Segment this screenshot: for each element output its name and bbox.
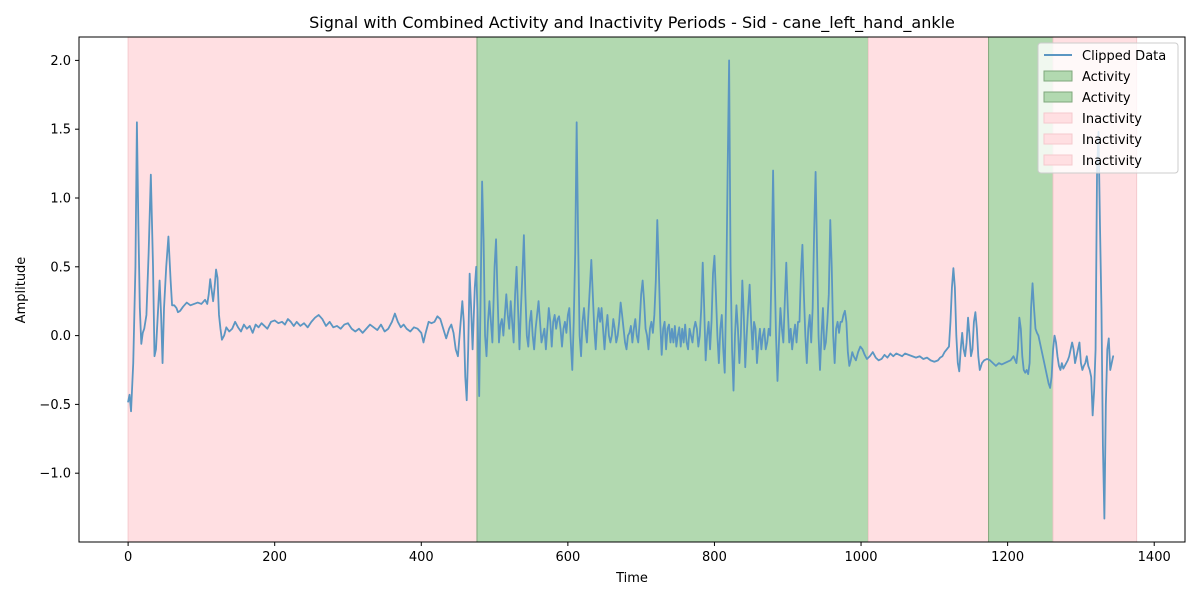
y-tick-label: −1.0 [39,467,71,482]
legend-patch-swatch [1043,154,1073,166]
series-lines [127,59,1115,520]
x-axis-label: Time [615,571,648,586]
legend-patch-swatch [1043,91,1073,103]
activity-region-2 [476,36,869,543]
legend-patch-swatch [1043,70,1073,82]
legend-label: Clipped Data [1082,49,1166,64]
y-tick-label: 1.5 [50,123,71,138]
legend-patch-swatch [1043,112,1073,124]
x-axis: 0 200 400 600 800 1000 1200 1400 [124,542,1171,565]
y-tick-label: 1.0 [50,191,71,206]
y-tick-label: 2.0 [50,54,71,69]
x-tick-label: 1400 [1138,550,1171,565]
plot-frame [78,36,1186,543]
x-tick-label: 200 [262,550,287,565]
legend: Clipped Data Activity Activity Inactivity In… [1037,42,1179,174]
x-tick-label: 1200 [991,550,1024,565]
chart-title: Signal with Combined Activity and Inacti… [309,13,955,33]
legend-label: Activity [1082,91,1131,106]
y-tick-label: −0.5 [39,398,71,413]
legend-label: Inactivity [1082,154,1142,169]
inactivity-region-1 [127,36,478,543]
period-regions [127,36,1138,543]
x-tick-label: 600 [555,550,580,565]
y-axis: −1.0 −0.5 0.0 0.5 1.0 1.5 2.0 [39,54,79,482]
legend-patch-swatch [1043,133,1073,145]
y-tick-label: 0.0 [50,329,71,344]
x-tick-label: 800 [702,550,727,565]
x-tick-label: 400 [409,550,434,565]
y-tick-label: 0.5 [50,260,71,275]
legend-box [1037,42,1179,174]
x-tick-label: 1000 [844,550,877,565]
inactivity-region-3 [867,36,990,543]
legend-label: Inactivity [1082,133,1142,148]
legend-label: Activity [1082,70,1131,85]
legend-label: Inactivity [1082,112,1142,127]
y-axis-label: Amplitude [14,257,29,324]
x-tick-label: 0 [124,550,132,565]
series-line-clipped-data [127,59,1115,520]
